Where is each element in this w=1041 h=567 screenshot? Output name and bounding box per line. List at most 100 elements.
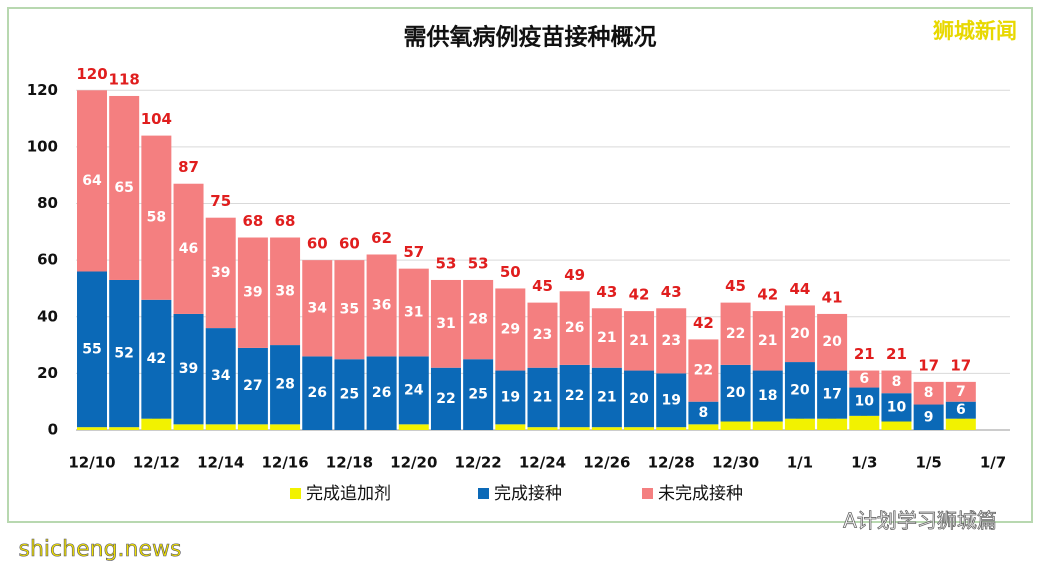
bar-segment xyxy=(398,424,429,430)
total-label: 53 xyxy=(468,254,489,272)
total-label: 21 xyxy=(854,345,875,363)
x-tick-label: 1/5 xyxy=(915,454,941,472)
total-label: 50 xyxy=(500,263,521,281)
value-label: 21 xyxy=(597,330,616,346)
bar-segment xyxy=(720,302,751,365)
bar-segment xyxy=(913,381,944,405)
bar-segment xyxy=(624,427,655,430)
y-tick-label: 20 xyxy=(37,364,58,382)
total-label: 57 xyxy=(403,243,424,261)
bar-segment xyxy=(784,305,815,363)
bar-segment xyxy=(752,421,783,430)
x-tick-label: 12/12 xyxy=(133,454,180,472)
frame xyxy=(7,7,1033,523)
total-label: 21 xyxy=(886,345,907,363)
bar-segment xyxy=(945,418,976,430)
bar-segment xyxy=(495,370,526,425)
bar-segment xyxy=(720,364,751,422)
total-label: 120 xyxy=(76,65,107,83)
y-tick-label: 120 xyxy=(27,81,58,99)
bar-segment xyxy=(817,313,848,371)
bar-segment xyxy=(430,279,461,368)
bar-segment xyxy=(205,217,236,329)
value-label: 10 xyxy=(887,399,907,415)
bar-segment xyxy=(817,370,848,419)
bar-segment xyxy=(366,254,397,357)
legend-label: 未完成接种 xyxy=(658,484,743,504)
value-label: 8 xyxy=(699,405,709,421)
value-label: 20 xyxy=(726,385,746,401)
total-label: 42 xyxy=(629,286,650,304)
bar-segment xyxy=(237,347,268,425)
value-label: 27 xyxy=(243,378,262,394)
value-label: 52 xyxy=(114,346,133,362)
bar-segment xyxy=(656,373,687,428)
bar-segment xyxy=(945,381,976,402)
value-label: 17 xyxy=(822,387,841,403)
bar-segment xyxy=(527,302,558,368)
value-label: 20 xyxy=(629,391,649,407)
bar-segment xyxy=(173,313,204,425)
total-label: 53 xyxy=(436,254,457,272)
total-label: 45 xyxy=(532,277,553,295)
x-tick-label: 12/22 xyxy=(455,454,502,472)
bar-segment xyxy=(527,427,558,430)
bar-segment xyxy=(849,387,880,416)
bar-segment xyxy=(237,237,268,348)
x-tick-label: 12/16 xyxy=(261,454,308,472)
bar-segment xyxy=(817,418,848,430)
value-label: 34 xyxy=(211,368,231,384)
total-label: 60 xyxy=(339,235,360,253)
bar-segment xyxy=(688,339,719,402)
total-label: 43 xyxy=(596,283,617,301)
legend-label: 完成追加剂 xyxy=(306,484,391,504)
value-label: 20 xyxy=(790,382,810,398)
value-label: 39 xyxy=(243,285,262,301)
value-label: 21 xyxy=(597,389,616,405)
value-label: 28 xyxy=(468,312,487,328)
legend-swatch xyxy=(478,488,489,499)
total-label: 62 xyxy=(371,229,392,247)
bar-segment xyxy=(205,328,236,425)
bar-segment xyxy=(752,311,783,371)
total-label: 41 xyxy=(822,288,843,306)
bar-segment xyxy=(881,421,912,430)
value-label: 22 xyxy=(726,326,745,342)
bar-segment xyxy=(752,370,783,422)
total-label: 49 xyxy=(564,266,585,284)
bar-segment xyxy=(527,367,558,428)
value-label: 22 xyxy=(694,363,713,379)
bar-segment xyxy=(463,279,494,360)
bar-segment xyxy=(688,401,719,425)
value-label: 58 xyxy=(147,210,166,226)
value-label: 8 xyxy=(892,374,902,390)
value-label: 55 xyxy=(82,341,101,357)
x-tick-label: 1/1 xyxy=(787,454,813,472)
value-label: 6 xyxy=(859,371,869,387)
value-label: 65 xyxy=(114,180,133,196)
bar-segment xyxy=(334,260,365,360)
value-label: 19 xyxy=(661,392,680,408)
x-tick-label: 12/28 xyxy=(648,454,695,472)
total-label: 68 xyxy=(275,212,296,230)
total-label: 42 xyxy=(693,314,714,332)
bar-segment xyxy=(334,359,365,430)
y-tick-label: 80 xyxy=(37,194,58,212)
bar-segment xyxy=(141,418,172,430)
value-label: 6 xyxy=(956,402,966,418)
bar-segment xyxy=(398,356,429,425)
bar-segment xyxy=(591,427,622,430)
y-tick-label: 40 xyxy=(37,307,58,325)
bar-segment xyxy=(141,135,172,300)
total-label: 118 xyxy=(109,70,140,88)
value-label: 31 xyxy=(404,305,423,321)
x-tick-label: 12/18 xyxy=(326,454,373,472)
value-label: 22 xyxy=(436,391,455,407)
value-label: 19 xyxy=(501,389,520,405)
total-label: 17 xyxy=(950,356,971,374)
value-label: 21 xyxy=(533,389,552,405)
bar-segment xyxy=(77,90,107,272)
total-label: 42 xyxy=(757,286,778,304)
value-label: 28 xyxy=(275,377,294,393)
bar-segment xyxy=(366,356,397,430)
